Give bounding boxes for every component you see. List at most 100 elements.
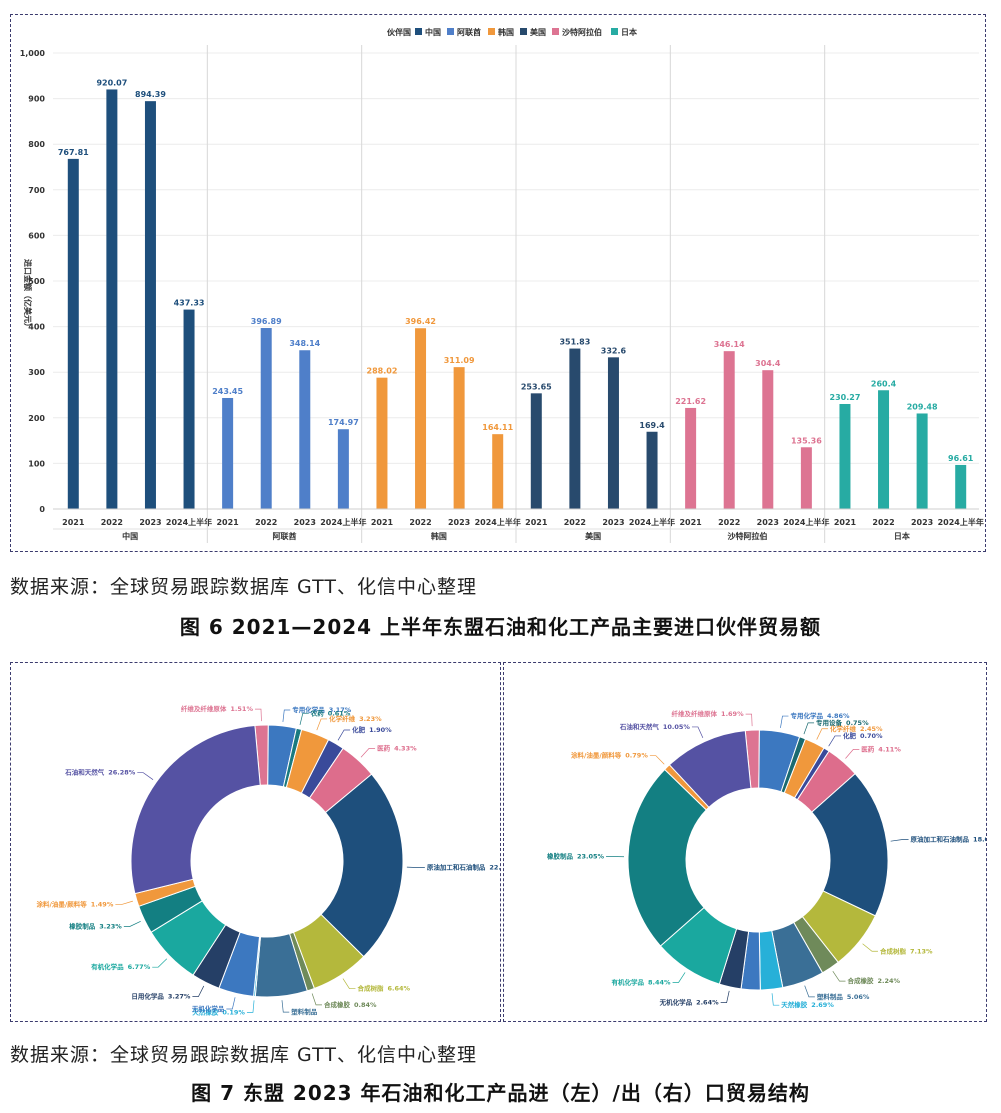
x-tick-label: 2021 (216, 518, 239, 527)
y-tick-label: 900 (28, 95, 45, 104)
figure6-source: 数据来源：全球贸易跟踪数据库 GTT、化信中心整理 (10, 576, 477, 598)
bar (607, 357, 619, 509)
slice-name: 石油和天然气 (619, 722, 660, 731)
slice-name: 纤维及纤维原体 (181, 704, 227, 713)
slice-percent: 0.84% (354, 1001, 377, 1009)
leader-line (816, 728, 828, 740)
slice-label: 有机化学品 6.77% (91, 962, 151, 971)
legend-label: 阿联酋 (457, 27, 481, 37)
bar (453, 367, 465, 509)
leader-line (152, 958, 168, 968)
leader-line (246, 1000, 255, 1013)
slice-name: 专用化学品 (790, 711, 823, 720)
slice-percent: 0.19% (222, 1008, 245, 1016)
bar-value-label: 767.81 (58, 148, 89, 157)
slice-label: 天然橡胶 0.19% (192, 1007, 245, 1016)
bar-value-label: 437.33 (174, 299, 205, 308)
slice-label: 涂料/油墨/颜料等 1.49% (37, 900, 114, 909)
bar-value-label: 304.4 (755, 359, 781, 368)
bar (530, 393, 542, 509)
leader-line (649, 755, 665, 765)
legend-label: 中国 (425, 27, 441, 37)
slice-label: 合成树脂 7.13% (879, 946, 933, 955)
slice-percent: 0.61% (328, 709, 351, 717)
slice-percent: 22.45% (489, 864, 500, 872)
leader-line (832, 970, 846, 982)
slice-percent: 1.49% (91, 901, 114, 909)
slice-percent: 3.17% (329, 706, 352, 714)
bar-value-label: 209.48 (907, 402, 938, 411)
slice-label: 合成橡胶 0.84% (323, 1000, 377, 1009)
slice-name: 原油加工和石油制品 (911, 834, 970, 843)
slice-label: 橡胶制品 23.05% (547, 851, 605, 860)
slice-name: 涂料/油墨/颜料等 (571, 751, 622, 760)
y-tick-label: 1,000 (20, 49, 46, 58)
bar-value-label: 351.83 (559, 338, 590, 347)
slice-name: 有机化学品 (91, 962, 124, 971)
x-tick-label: 2024上半年 (783, 517, 829, 527)
leader-line (226, 997, 236, 1010)
bar-value-label: 311.09 (444, 356, 475, 365)
donut-slice (627, 768, 708, 947)
legend-swatch (611, 28, 618, 35)
slice-percent: 0.75% (846, 719, 869, 727)
slice-name: 塑料制品 (817, 992, 844, 1001)
slice-label: 专用化学品 3.17% (292, 705, 352, 714)
legend-label: 沙特阿拉伯 (562, 27, 602, 37)
leader-line (890, 839, 909, 842)
bar (337, 429, 349, 509)
x-tick-label: 2022 (255, 518, 277, 527)
bar (762, 370, 774, 509)
bar-value-label: 346.14 (714, 340, 745, 349)
slice-label: 化学纤维 3.23% (329, 714, 382, 723)
y-tick-label: 400 (28, 323, 45, 332)
bar-value-label: 396.42 (405, 317, 436, 326)
slice-percent: 2.24% (878, 977, 901, 985)
group-label: 日本 (894, 531, 910, 541)
slice-label: 涂料/油墨/颜料等 0.79% (571, 751, 648, 760)
x-tick-label: 2021 (525, 518, 548, 527)
leader-line (780, 715, 789, 728)
slice-label: 纤维及纤维原体 1.51% (181, 704, 254, 713)
slice-label: 化肥 0.70% (843, 731, 883, 740)
leader-line (771, 993, 780, 1006)
bar-value-label: 260.4 (871, 379, 897, 388)
leader-line (745, 713, 753, 727)
leader-line (406, 866, 425, 868)
legend-swatch (488, 28, 495, 35)
slice-percent: 23.05% (577, 852, 605, 860)
slice-percent: 6.77% (128, 963, 151, 971)
slice-percent: 0.79% (625, 752, 648, 760)
leader-line (360, 748, 376, 758)
bar-value-label: 243.45 (212, 387, 243, 396)
bar (106, 89, 118, 509)
leader-line (691, 726, 704, 739)
bar-chart-svg: 0 100 200 300 400 500 600 700 800 900 1,000 进口金额（亿美… (20, 27, 984, 543)
x-tick-label: 2023 (602, 518, 624, 527)
slice-name: 合成树脂 (879, 946, 907, 955)
x-tick-label: 2022 (872, 518, 894, 527)
slice-percent: 6.64% (387, 985, 410, 993)
bar (646, 431, 658, 509)
figure6-caption: 图 6 2021—2024 上半年东盟石油和化工产品主要进口伙伴贸易额 (179, 615, 822, 639)
slice-label: 合成橡胶 2.24% (847, 976, 901, 985)
slice-percent: 1.51% (230, 705, 253, 713)
x-tick-label: 2021 (62, 518, 85, 527)
slice-label: 无机化学品 2.64% (659, 998, 720, 1007)
slice-name: 天然橡胶 (781, 1000, 808, 1009)
slice-name: 专用化学品 (292, 705, 325, 714)
slice-percent: 4.33% (394, 744, 417, 752)
slice-label: 纤维及纤维原体 1.69% (672, 709, 745, 718)
slice-percent: 1.69% (721, 710, 744, 718)
bar-value-label: 135.36 (791, 436, 822, 445)
slice-name: 橡胶制品 (547, 851, 574, 860)
x-tick-label: 2022 (409, 518, 431, 527)
slice-name: 橡胶制品 (69, 921, 96, 930)
x-tick-label: 2022 (718, 518, 740, 527)
bar (723, 351, 735, 509)
leader-line (192, 985, 205, 997)
slice-percent: 26.28% (108, 769, 136, 777)
leader-line (115, 900, 133, 905)
legend-label: 美国 (530, 27, 546, 37)
